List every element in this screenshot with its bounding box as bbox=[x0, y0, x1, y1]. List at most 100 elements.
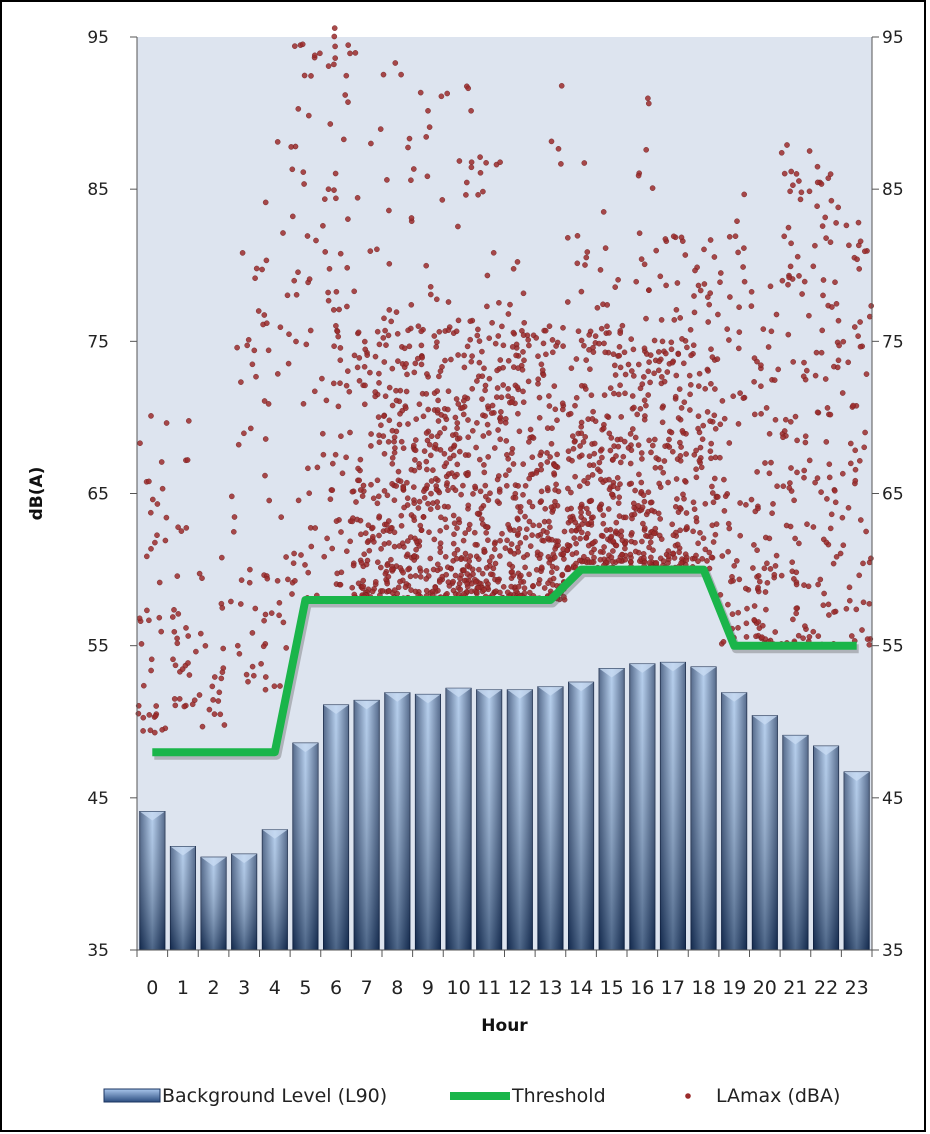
lamax-point bbox=[573, 356, 580, 362]
lamax-point bbox=[545, 535, 551, 541]
lamax-point bbox=[397, 565, 404, 571]
lamax-point bbox=[464, 563, 471, 569]
lamax-point bbox=[582, 434, 589, 440]
lamax-point bbox=[410, 166, 417, 172]
lamax-point bbox=[810, 628, 817, 635]
lamax-point bbox=[699, 436, 706, 443]
lamax-point bbox=[354, 364, 361, 371]
lamax-point bbox=[464, 343, 471, 350]
lamax-point bbox=[370, 495, 377, 502]
lamax-point bbox=[351, 288, 358, 295]
lamax-point bbox=[775, 366, 782, 373]
lamax-point bbox=[647, 539, 654, 546]
lamax-point bbox=[585, 474, 592, 481]
lamax-point bbox=[380, 71, 387, 78]
lamax-point bbox=[280, 230, 286, 236]
lamax-point bbox=[289, 213, 296, 220]
lamax-point bbox=[810, 263, 817, 270]
lamax-point bbox=[573, 394, 580, 401]
lamax-point bbox=[249, 361, 256, 368]
lamax-point bbox=[638, 256, 645, 262]
lamax-point bbox=[431, 536, 438, 543]
lamax-point bbox=[482, 482, 489, 489]
lamax-point bbox=[551, 470, 557, 477]
lamax-point bbox=[393, 387, 399, 394]
lamax-point bbox=[412, 447, 419, 454]
lamax-point bbox=[231, 514, 238, 520]
lamax-point bbox=[549, 425, 555, 432]
bar-shade-hour-14 bbox=[568, 682, 594, 950]
lamax-point bbox=[668, 429, 675, 436]
lamax-point bbox=[751, 603, 758, 609]
lamax-point bbox=[138, 641, 145, 647]
lamax-point bbox=[522, 482, 529, 489]
lamax-point bbox=[171, 629, 178, 635]
bar-cap-hour-13 bbox=[537, 686, 563, 696]
lamax-point bbox=[433, 475, 439, 482]
lamax-point bbox=[572, 473, 578, 480]
lamax-point bbox=[548, 504, 555, 511]
lamax-point bbox=[724, 326, 731, 332]
lamax-point bbox=[384, 527, 390, 533]
lamax-point bbox=[758, 410, 764, 417]
lamax-point bbox=[469, 353, 475, 359]
lamax-point bbox=[764, 580, 771, 586]
lamax-point bbox=[600, 533, 606, 539]
lamax-point bbox=[252, 605, 259, 612]
lamax-point bbox=[372, 353, 379, 360]
lamax-point bbox=[463, 192, 469, 198]
lamax-point bbox=[824, 496, 830, 502]
lamax-point bbox=[479, 570, 486, 577]
lamax-point bbox=[641, 345, 648, 352]
lamax-point bbox=[428, 478, 435, 484]
lamax-point bbox=[559, 571, 566, 578]
lamax-point bbox=[350, 562, 357, 569]
lamax-point bbox=[349, 488, 356, 495]
lamax-point bbox=[467, 336, 474, 343]
lamax-point bbox=[567, 517, 574, 524]
lamax-point bbox=[186, 672, 193, 678]
lamax-point bbox=[475, 326, 481, 333]
lamax-point bbox=[600, 520, 607, 527]
lamax-point bbox=[675, 415, 682, 421]
lamax-point bbox=[555, 538, 561, 545]
lamax-point bbox=[433, 486, 440, 493]
lamax-point bbox=[436, 328, 443, 335]
lamax-point bbox=[565, 565, 571, 572]
lamax-point bbox=[228, 493, 235, 500]
lamax-point bbox=[856, 266, 863, 272]
lamax-point bbox=[577, 443, 583, 449]
lamax-point bbox=[530, 435, 537, 441]
lamax-point bbox=[857, 238, 864, 245]
lamax-point bbox=[264, 575, 271, 582]
lamax-point bbox=[391, 449, 398, 456]
lamax-point bbox=[690, 528, 696, 535]
lamax-point bbox=[828, 511, 835, 518]
lamax-point bbox=[239, 250, 246, 256]
lamax-point bbox=[711, 254, 718, 260]
lamax-point bbox=[397, 478, 404, 485]
x-tick-label: 3 bbox=[238, 977, 250, 999]
lamax-point bbox=[169, 614, 176, 620]
lamax-point bbox=[544, 450, 550, 456]
lamax-point bbox=[631, 511, 638, 518]
lamax-point bbox=[389, 365, 396, 372]
lamax-point bbox=[487, 490, 493, 497]
lamax-point bbox=[181, 703, 188, 710]
lamax-point bbox=[546, 393, 552, 399]
lamax-point bbox=[427, 291, 434, 298]
lamax-point bbox=[524, 526, 530, 533]
lamax-point bbox=[374, 246, 380, 253]
legend-item-background-level: Background Level (L90) bbox=[103, 1085, 387, 1107]
lamax-point bbox=[357, 517, 364, 524]
lamax-point bbox=[735, 421, 742, 427]
lamax-point bbox=[824, 405, 831, 411]
lamax-point bbox=[690, 499, 697, 506]
lamax-point bbox=[355, 329, 362, 336]
lamax-point bbox=[577, 557, 583, 564]
lamax-point bbox=[216, 689, 223, 696]
lamax-point bbox=[577, 483, 583, 490]
lamax-point bbox=[715, 494, 721, 500]
lamax-point bbox=[311, 52, 318, 59]
lamax-point bbox=[684, 344, 690, 351]
